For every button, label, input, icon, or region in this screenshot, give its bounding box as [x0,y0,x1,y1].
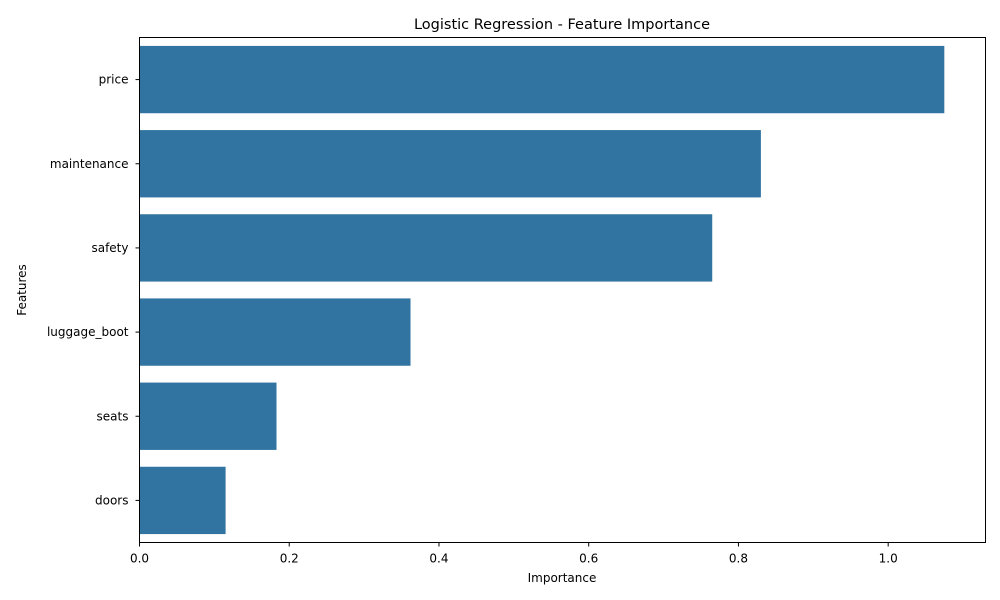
bar-luggage-boot [139,298,411,366]
bar-safety [139,214,713,282]
x-tick-label: 0.2 [280,552,299,566]
bars-group [139,45,945,535]
y-tick-label: price [99,73,129,87]
x-tick-label: 0.6 [579,552,598,566]
y-tick-label: doors [95,493,129,507]
chart-title: Logistic Regression - Feature Importance [414,17,710,33]
bar-doors [139,466,226,535]
x-tick-label: 0.8 [729,552,748,566]
bar-maintenance [139,130,761,198]
y-tick-label: luggage_boot [47,325,129,339]
x-axis-ticks: 0.0 0.2 0.4 0.6 0.8 1.0 [130,542,898,566]
y-tick-label: safety [91,241,128,255]
x-tick-label: 1.0 [879,552,898,566]
bar-price [139,45,945,114]
y-tick-label: maintenance [50,157,129,171]
x-axis-label: Importance [528,571,597,585]
x-tick-label: 0.0 [130,552,149,566]
y-axis-label: Features [15,264,29,316]
bar-seats [139,382,277,450]
y-tick-label: seats [97,409,129,423]
x-tick-label: 0.4 [429,552,448,566]
